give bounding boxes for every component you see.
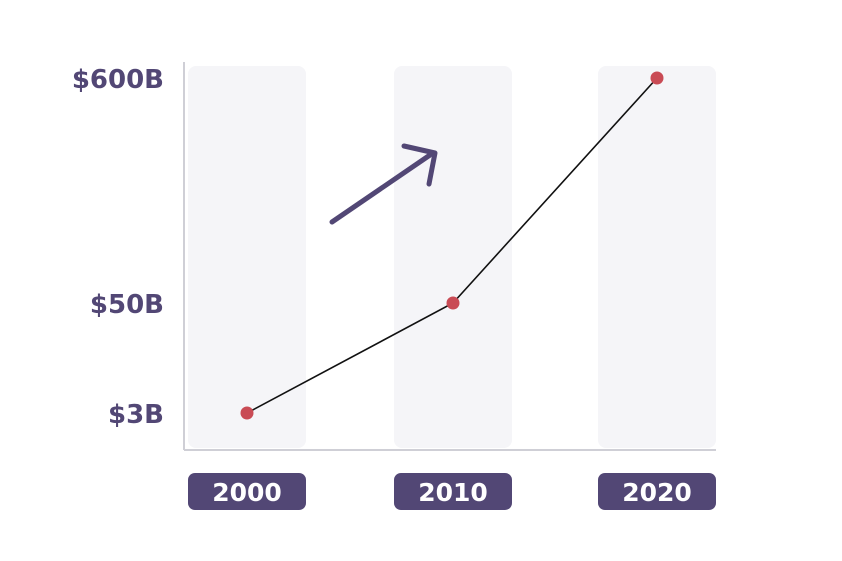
column-band-2000 [188, 66, 306, 448]
x-tick-pill-bg [394, 473, 512, 510]
x-tick-pill-2020: 2020 [598, 473, 716, 510]
x-tick-label: 2020 [622, 478, 692, 507]
x-tick-pill-bg [598, 473, 716, 510]
y-tick-labels: $600B $50B $3B [72, 65, 164, 430]
x-tick-pill-2010: 2010 [394, 473, 512, 510]
x-tick-pill-bg [188, 473, 306, 510]
data-point-2020 [650, 71, 664, 85]
x-tick-pill-2000: 2000 [188, 473, 306, 510]
x-tick-label: 2010 [418, 478, 488, 507]
data-point-2000 [240, 406, 254, 420]
growth-arrow-shaft [329, 152, 433, 225]
column-band-2020 [598, 66, 716, 448]
y-tick-label: $50B [90, 290, 164, 320]
y-tick-label: $600B [72, 65, 164, 95]
y-tick-label: $3B [108, 400, 164, 430]
x-tick-label: 2000 [212, 478, 282, 507]
data-point-2010 [446, 296, 460, 310]
growth-arrow-head [401, 143, 438, 187]
column-bands [188, 66, 716, 448]
growth-arrow-icon [329, 143, 438, 225]
data-points [240, 71, 664, 420]
x-tick-labels: 2000 2010 2020 [188, 473, 716, 510]
